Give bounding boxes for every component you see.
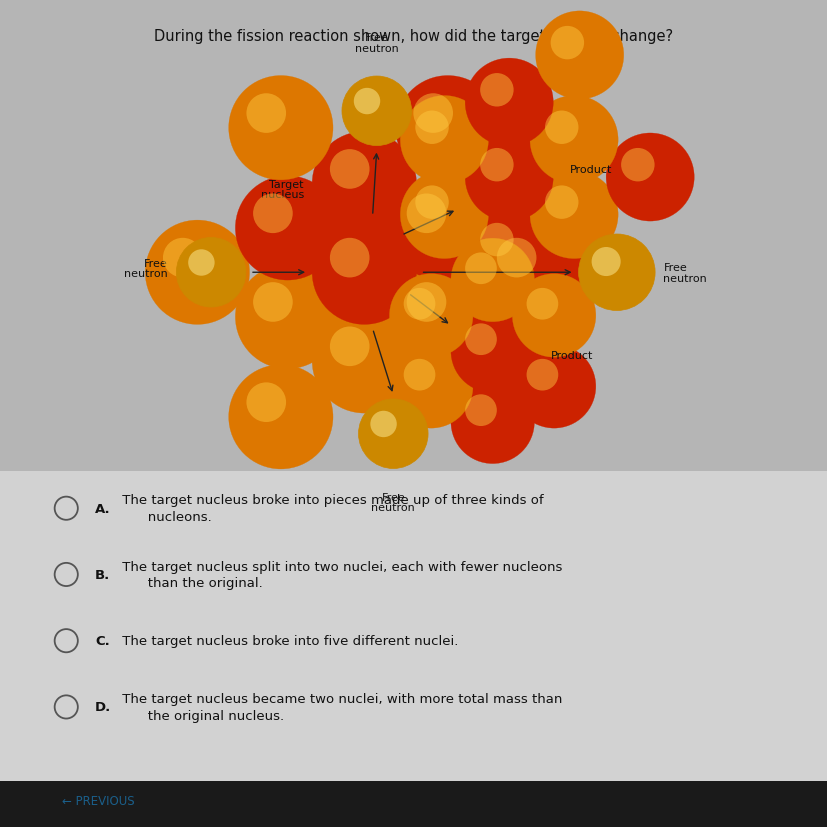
Circle shape — [605, 134, 693, 222]
Circle shape — [188, 250, 214, 276]
Circle shape — [529, 97, 618, 184]
Circle shape — [526, 360, 557, 391]
Circle shape — [512, 345, 595, 428]
Circle shape — [535, 12, 623, 100]
Text: Free
neutron: Free neutron — [355, 33, 398, 54]
Text: Target
nucleus: Target nucleus — [261, 179, 304, 200]
Circle shape — [480, 149, 513, 182]
Circle shape — [406, 283, 446, 323]
Circle shape — [451, 380, 533, 464]
Circle shape — [399, 97, 488, 184]
Circle shape — [389, 265, 493, 370]
Circle shape — [591, 248, 620, 277]
Circle shape — [415, 186, 448, 220]
Text: The target nucleus split into two nuclei, each with fewer nucleons
       than t: The target nucleus split into two nuclei… — [118, 560, 562, 590]
Circle shape — [479, 221, 583, 325]
Circle shape — [145, 221, 249, 325]
Circle shape — [329, 238, 369, 278]
Circle shape — [235, 176, 339, 280]
Circle shape — [246, 94, 286, 134]
Circle shape — [480, 223, 513, 257]
Text: Product: Product — [569, 165, 611, 174]
Circle shape — [358, 399, 428, 469]
Circle shape — [480, 74, 513, 108]
Circle shape — [253, 194, 293, 234]
Circle shape — [404, 360, 435, 391]
Circle shape — [176, 238, 246, 308]
Circle shape — [353, 88, 380, 115]
Text: A.: A. — [95, 502, 111, 515]
Circle shape — [312, 132, 416, 237]
Text: ← PREVIOUS: ← PREVIOUS — [62, 794, 135, 807]
Circle shape — [578, 235, 654, 311]
Circle shape — [312, 221, 416, 325]
Circle shape — [451, 310, 533, 393]
Circle shape — [512, 275, 595, 358]
FancyBboxPatch shape — [0, 0, 827, 480]
Circle shape — [451, 239, 533, 323]
Text: C.: C. — [95, 634, 110, 648]
Circle shape — [389, 275, 472, 358]
Circle shape — [399, 171, 488, 259]
Circle shape — [389, 345, 472, 428]
Circle shape — [342, 77, 411, 146]
FancyBboxPatch shape — [0, 471, 827, 786]
Circle shape — [413, 94, 452, 134]
Circle shape — [389, 176, 493, 280]
Circle shape — [526, 289, 557, 320]
Text: The target nucleus became two nuclei, with more total mass than
       the origi: The target nucleus became two nuclei, wi… — [118, 692, 562, 722]
Text: Free
neutron: Free neutron — [662, 262, 706, 284]
Circle shape — [529, 171, 618, 259]
Circle shape — [465, 208, 552, 297]
Circle shape — [465, 134, 552, 222]
FancyBboxPatch shape — [0, 782, 827, 827]
Circle shape — [246, 383, 285, 423]
Circle shape — [329, 150, 369, 189]
Circle shape — [465, 59, 552, 147]
Text: Free
neutron: Free neutron — [371, 492, 414, 513]
Text: Product: Product — [550, 351, 593, 361]
Text: The target nucleus broke into pieces made up of three kinds of
       nucleons.: The target nucleus broke into pieces mad… — [118, 494, 543, 523]
Circle shape — [465, 394, 496, 427]
Circle shape — [395, 76, 500, 180]
Circle shape — [228, 366, 332, 470]
Circle shape — [544, 186, 578, 220]
Circle shape — [312, 309, 416, 414]
Circle shape — [550, 26, 583, 60]
Circle shape — [163, 238, 203, 278]
Text: B.: B. — [95, 568, 110, 581]
Circle shape — [228, 76, 332, 180]
Circle shape — [465, 253, 496, 284]
Circle shape — [496, 238, 536, 278]
Text: Free
neutron: Free neutron — [124, 258, 168, 280]
Circle shape — [406, 194, 446, 234]
Circle shape — [620, 149, 654, 182]
Circle shape — [404, 289, 435, 320]
Circle shape — [235, 265, 339, 370]
Circle shape — [253, 283, 293, 323]
Text: The target nucleus broke into five different nuclei.: The target nucleus broke into five diffe… — [118, 634, 458, 648]
Circle shape — [329, 327, 369, 366]
Circle shape — [465, 324, 496, 356]
Text: During the fission reaction shown, how did the target nucleus change?: During the fission reaction shown, how d… — [155, 29, 672, 44]
Circle shape — [415, 112, 448, 145]
Circle shape — [370, 411, 396, 437]
Circle shape — [544, 112, 578, 145]
Text: D.: D. — [95, 700, 112, 714]
